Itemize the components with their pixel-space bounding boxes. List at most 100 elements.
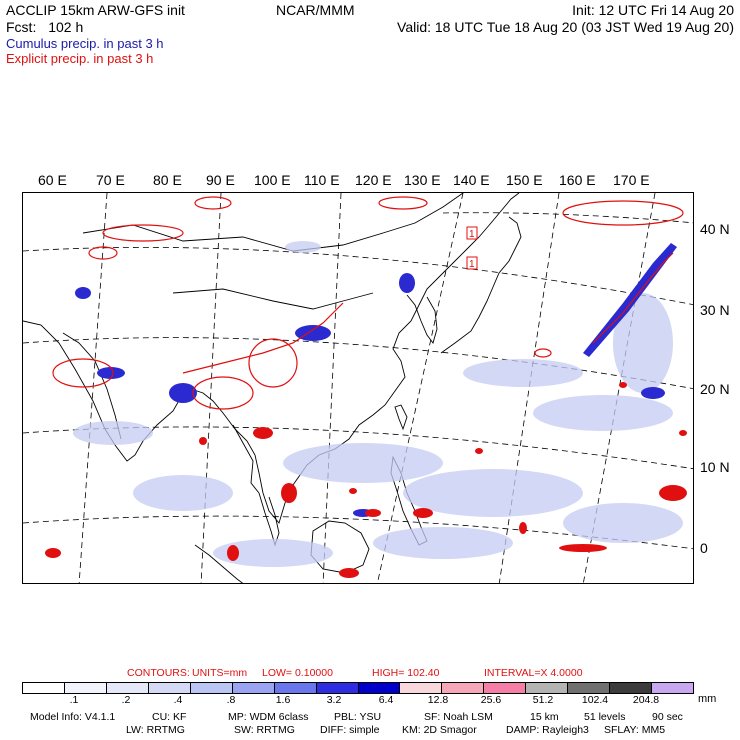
taiwan-outline	[394, 404, 408, 431]
shortwave-scheme: SW: RRTMG	[234, 724, 295, 736]
lon-label: 60 E	[38, 172, 67, 188]
lat-label: 30 N	[700, 302, 730, 318]
indochina-outline	[232, 424, 260, 494]
lon-label: 70 E	[96, 172, 125, 188]
center-name: NCAR/MMM	[276, 2, 355, 18]
red-band-japan	[592, 252, 674, 344]
colorbar-cell	[442, 683, 485, 693]
colorbar-cell	[148, 683, 191, 693]
resolution: 15 km	[530, 711, 559, 723]
levels: 51 levels	[584, 711, 626, 723]
parallel-40n	[442, 212, 693, 224]
lat-label: 20 N	[700, 381, 730, 397]
surface-layer-scheme: SFLAY: MM5	[604, 724, 666, 736]
forecast-value: 102 h	[48, 19, 84, 35]
colorbar-cell	[484, 683, 527, 693]
colorbar	[22, 682, 694, 694]
cumulus-precip	[75, 243, 677, 517]
explicit-precip-cells	[45, 382, 687, 578]
colorbar-cell	[23, 683, 65, 693]
parallel-30n	[23, 247, 693, 306]
forecast-label: Fcst:	[6, 19, 37, 35]
lon-label: 170 E	[613, 172, 650, 188]
box-label: 1	[469, 229, 475, 240]
lon-label: 80 E	[153, 172, 182, 188]
longitude-labels: 60 E 70 E 80 E 90 E 100 E 110 E 120 E 13…	[0, 172, 740, 188]
valid-time: Valid: 18 UTC Tue 18 Aug 20 (03 JST Wed …	[397, 19, 734, 35]
colorbar-cell	[232, 683, 275, 693]
colorbar-tick: 3.2	[326, 694, 342, 706]
box-label: 1	[469, 259, 475, 270]
lon-label: 160 E	[559, 172, 596, 188]
coastlines	[23, 193, 522, 583]
lat-label: 40 N	[700, 221, 730, 237]
precip-map: 1 1	[22, 192, 694, 584]
diffusion-scheme: DIFF: simple	[320, 724, 380, 736]
contours-high: HIGH= 102.40	[372, 667, 440, 679]
colorbar-cell	[316, 683, 359, 693]
damping-scheme: DAMP: Rayleigh3	[506, 724, 589, 736]
meridian-90e	[200, 193, 222, 583]
lat-label: 10 N	[700, 459, 730, 475]
colorbar-cell	[190, 683, 233, 693]
colorbar-tick: .2	[121, 694, 131, 706]
sumatra-outline	[194, 544, 244, 583]
colorbar-tick: 25.6	[480, 694, 502, 706]
contours-units: UNITS=mm	[192, 667, 248, 679]
asia-coastline	[23, 193, 520, 524]
colorbar-cell	[274, 683, 317, 693]
parallel-10n	[23, 426, 693, 470]
colorbar-tick: .8	[226, 694, 236, 706]
colorbar-tick: 6.4	[378, 694, 394, 706]
lon-label: 150 E	[506, 172, 543, 188]
lon-label: 130 E	[404, 172, 441, 188]
model-title: ACCLIP 15km ARW-GFS init	[6, 2, 185, 18]
legend-cumulus: Cumulus precip. in past 3 h	[6, 36, 164, 51]
longwave-scheme: LW: RRTMG	[126, 724, 185, 736]
colorbar-ticks: .1 .2 .4 .8 1.6 3.2 6.4 12.8 25.6 51.2 1…	[0, 694, 740, 706]
contours-info: CONTOURS: UNITS=mm LOW= 0.10000 HIGH= 10…	[0, 667, 740, 681]
contours-interval: INTERVAL=X 4.0000	[484, 667, 583, 679]
china-interior	[172, 288, 374, 310]
lon-label: 100 E	[254, 172, 291, 188]
malay-outline	[258, 492, 280, 547]
colorbar-tick: 12.8	[427, 694, 449, 706]
colorbar-tick: 102.4	[581, 694, 609, 706]
contours-low: LOW= 0.10000	[262, 667, 333, 679]
colorbar-cell	[526, 683, 569, 693]
colorbar-units: mm	[698, 693, 717, 705]
colorbar-cell	[106, 683, 149, 693]
meridian-70e	[78, 193, 108, 583]
model-info: Model Info: V4.1.1	[30, 711, 116, 723]
colorbar-cell	[652, 683, 693, 693]
meridian-130e	[377, 193, 464, 583]
colorbar-tick: 51.2	[532, 694, 554, 706]
lon-label: 110 E	[304, 172, 340, 188]
explicit-precip	[52, 196, 684, 410]
km-scheme: KM: 2D Smagor	[402, 724, 477, 736]
colorbar-cell	[400, 683, 443, 693]
surface-scheme: SF: Noah LSM	[424, 711, 493, 723]
colorbar-cell	[358, 683, 401, 693]
contours-label: CONTOURS:	[127, 667, 190, 679]
lat-label: 0	[700, 540, 708, 556]
pbl-scheme: PBL: YSU	[334, 711, 382, 723]
light-precip	[73, 241, 683, 567]
colorbar-tick: 204.8	[632, 694, 660, 706]
cumulus-band	[583, 243, 677, 357]
colorbar-cell	[568, 683, 611, 693]
meridian-110e	[322, 193, 342, 583]
microphysics-scheme: MP: WDM 6class	[228, 711, 309, 723]
colorbar-cell	[64, 683, 107, 693]
lon-label: 90 E	[206, 172, 235, 188]
marker-boxes	[466, 226, 478, 270]
lon-label: 140 E	[453, 172, 490, 188]
timestep: 90 sec	[652, 711, 683, 723]
red-band-tibet	[182, 302, 344, 374]
lon-label: 120 E	[355, 172, 392, 188]
mongolia-outline	[82, 193, 464, 252]
colorbar-cell	[610, 683, 653, 693]
japan-outline	[440, 216, 522, 354]
legend-explicit: Explicit precip. in past 3 h	[6, 51, 154, 66]
cumulus-scheme: CU: KF	[152, 711, 187, 723]
